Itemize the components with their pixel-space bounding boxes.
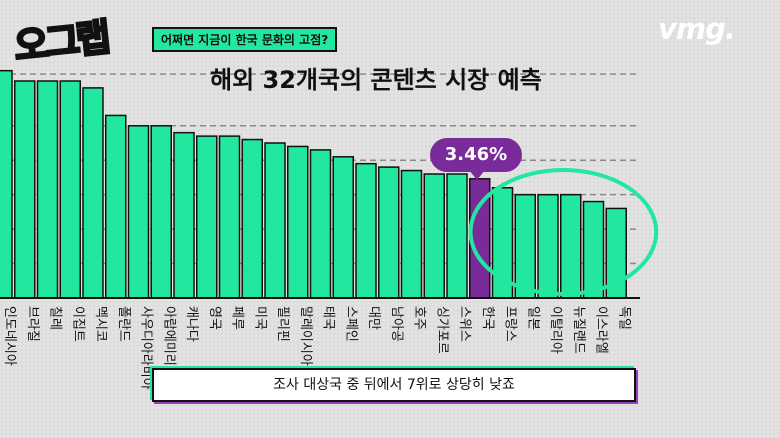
category-label: 브라질 xyxy=(25,306,40,342)
category-label: 뉴질랜드 xyxy=(571,306,586,354)
brand-logo: vmg. xyxy=(658,12,736,46)
category-label: 스페인 xyxy=(343,306,358,342)
category-label: 호주 xyxy=(412,306,427,330)
bar xyxy=(400,169,423,299)
bar xyxy=(332,156,354,299)
bar xyxy=(560,193,582,299)
bar xyxy=(218,135,241,299)
category-label: 남아공 xyxy=(389,306,404,342)
category-label: 프랑스 xyxy=(503,306,518,342)
category-label: 폴란드 xyxy=(116,306,131,342)
bar xyxy=(514,193,536,299)
bar xyxy=(59,80,81,299)
bar xyxy=(378,166,400,299)
bubble-pointer xyxy=(469,170,485,180)
category-labels: 인도네시아 브라질 칠레 이집트 멕시코 폴란드 사우디아라비아 아랍에미리트 캐나다 영국 페루 미… xyxy=(2,306,631,390)
subtitle-caption: 조사 대상국 중 뒤에서 7위로 상당히 낮죠 xyxy=(152,368,636,402)
bar xyxy=(582,200,605,299)
category-label: 페루 xyxy=(230,306,245,330)
show-tagline: 어쩌면 지금이 한국 문화의 고점? xyxy=(152,27,338,52)
category-label: 스위스 xyxy=(457,306,472,342)
category-label: 싱가포르 xyxy=(434,306,449,354)
category-label: 한국 xyxy=(480,306,495,330)
category-label: 대만 xyxy=(366,306,381,330)
circled-countries-ring xyxy=(468,168,659,296)
bar xyxy=(241,138,263,299)
category-label: 이스라엘 xyxy=(594,306,609,354)
bar xyxy=(287,145,309,299)
bar xyxy=(0,69,13,299)
category-label: 말레이시아 xyxy=(298,306,313,366)
category-label: 아랍에미리트 xyxy=(161,306,176,378)
category-label: 영국 xyxy=(207,306,222,330)
bar xyxy=(446,173,468,299)
category-label: 태국 xyxy=(321,306,336,330)
bar xyxy=(14,80,36,299)
category-label: 멕시코 xyxy=(93,306,108,342)
category-label: 필리핀 xyxy=(275,306,290,342)
category-label: 캐나다 xyxy=(184,306,199,342)
highlight-value-bubble: 3.46% xyxy=(430,138,522,172)
bar xyxy=(82,87,104,299)
bar xyxy=(355,162,377,299)
bar xyxy=(150,125,172,299)
bar xyxy=(36,80,59,299)
chart-title: 해외 32개국의 콘텐츠 시장 예측 xyxy=(210,66,542,94)
bar xyxy=(264,142,286,299)
category-label: 미국 xyxy=(252,306,267,330)
bar xyxy=(173,131,195,299)
bar xyxy=(537,193,559,299)
category-label: 사우디아라비아 xyxy=(139,306,154,390)
show-logo: 오그랩 xyxy=(11,14,110,70)
category-label: 칠레 xyxy=(48,306,63,330)
category-label: 이탈리아 xyxy=(548,306,563,354)
bars xyxy=(0,69,627,299)
category-label: 일본 xyxy=(525,306,540,330)
bar xyxy=(196,135,218,299)
bar xyxy=(127,125,150,299)
category-label: 독일 xyxy=(616,306,631,330)
bar xyxy=(309,149,332,299)
bar xyxy=(423,173,445,299)
bar xyxy=(105,114,127,299)
category-label: 이집트 xyxy=(70,306,85,342)
category-label: 인도네시아 xyxy=(2,306,17,366)
